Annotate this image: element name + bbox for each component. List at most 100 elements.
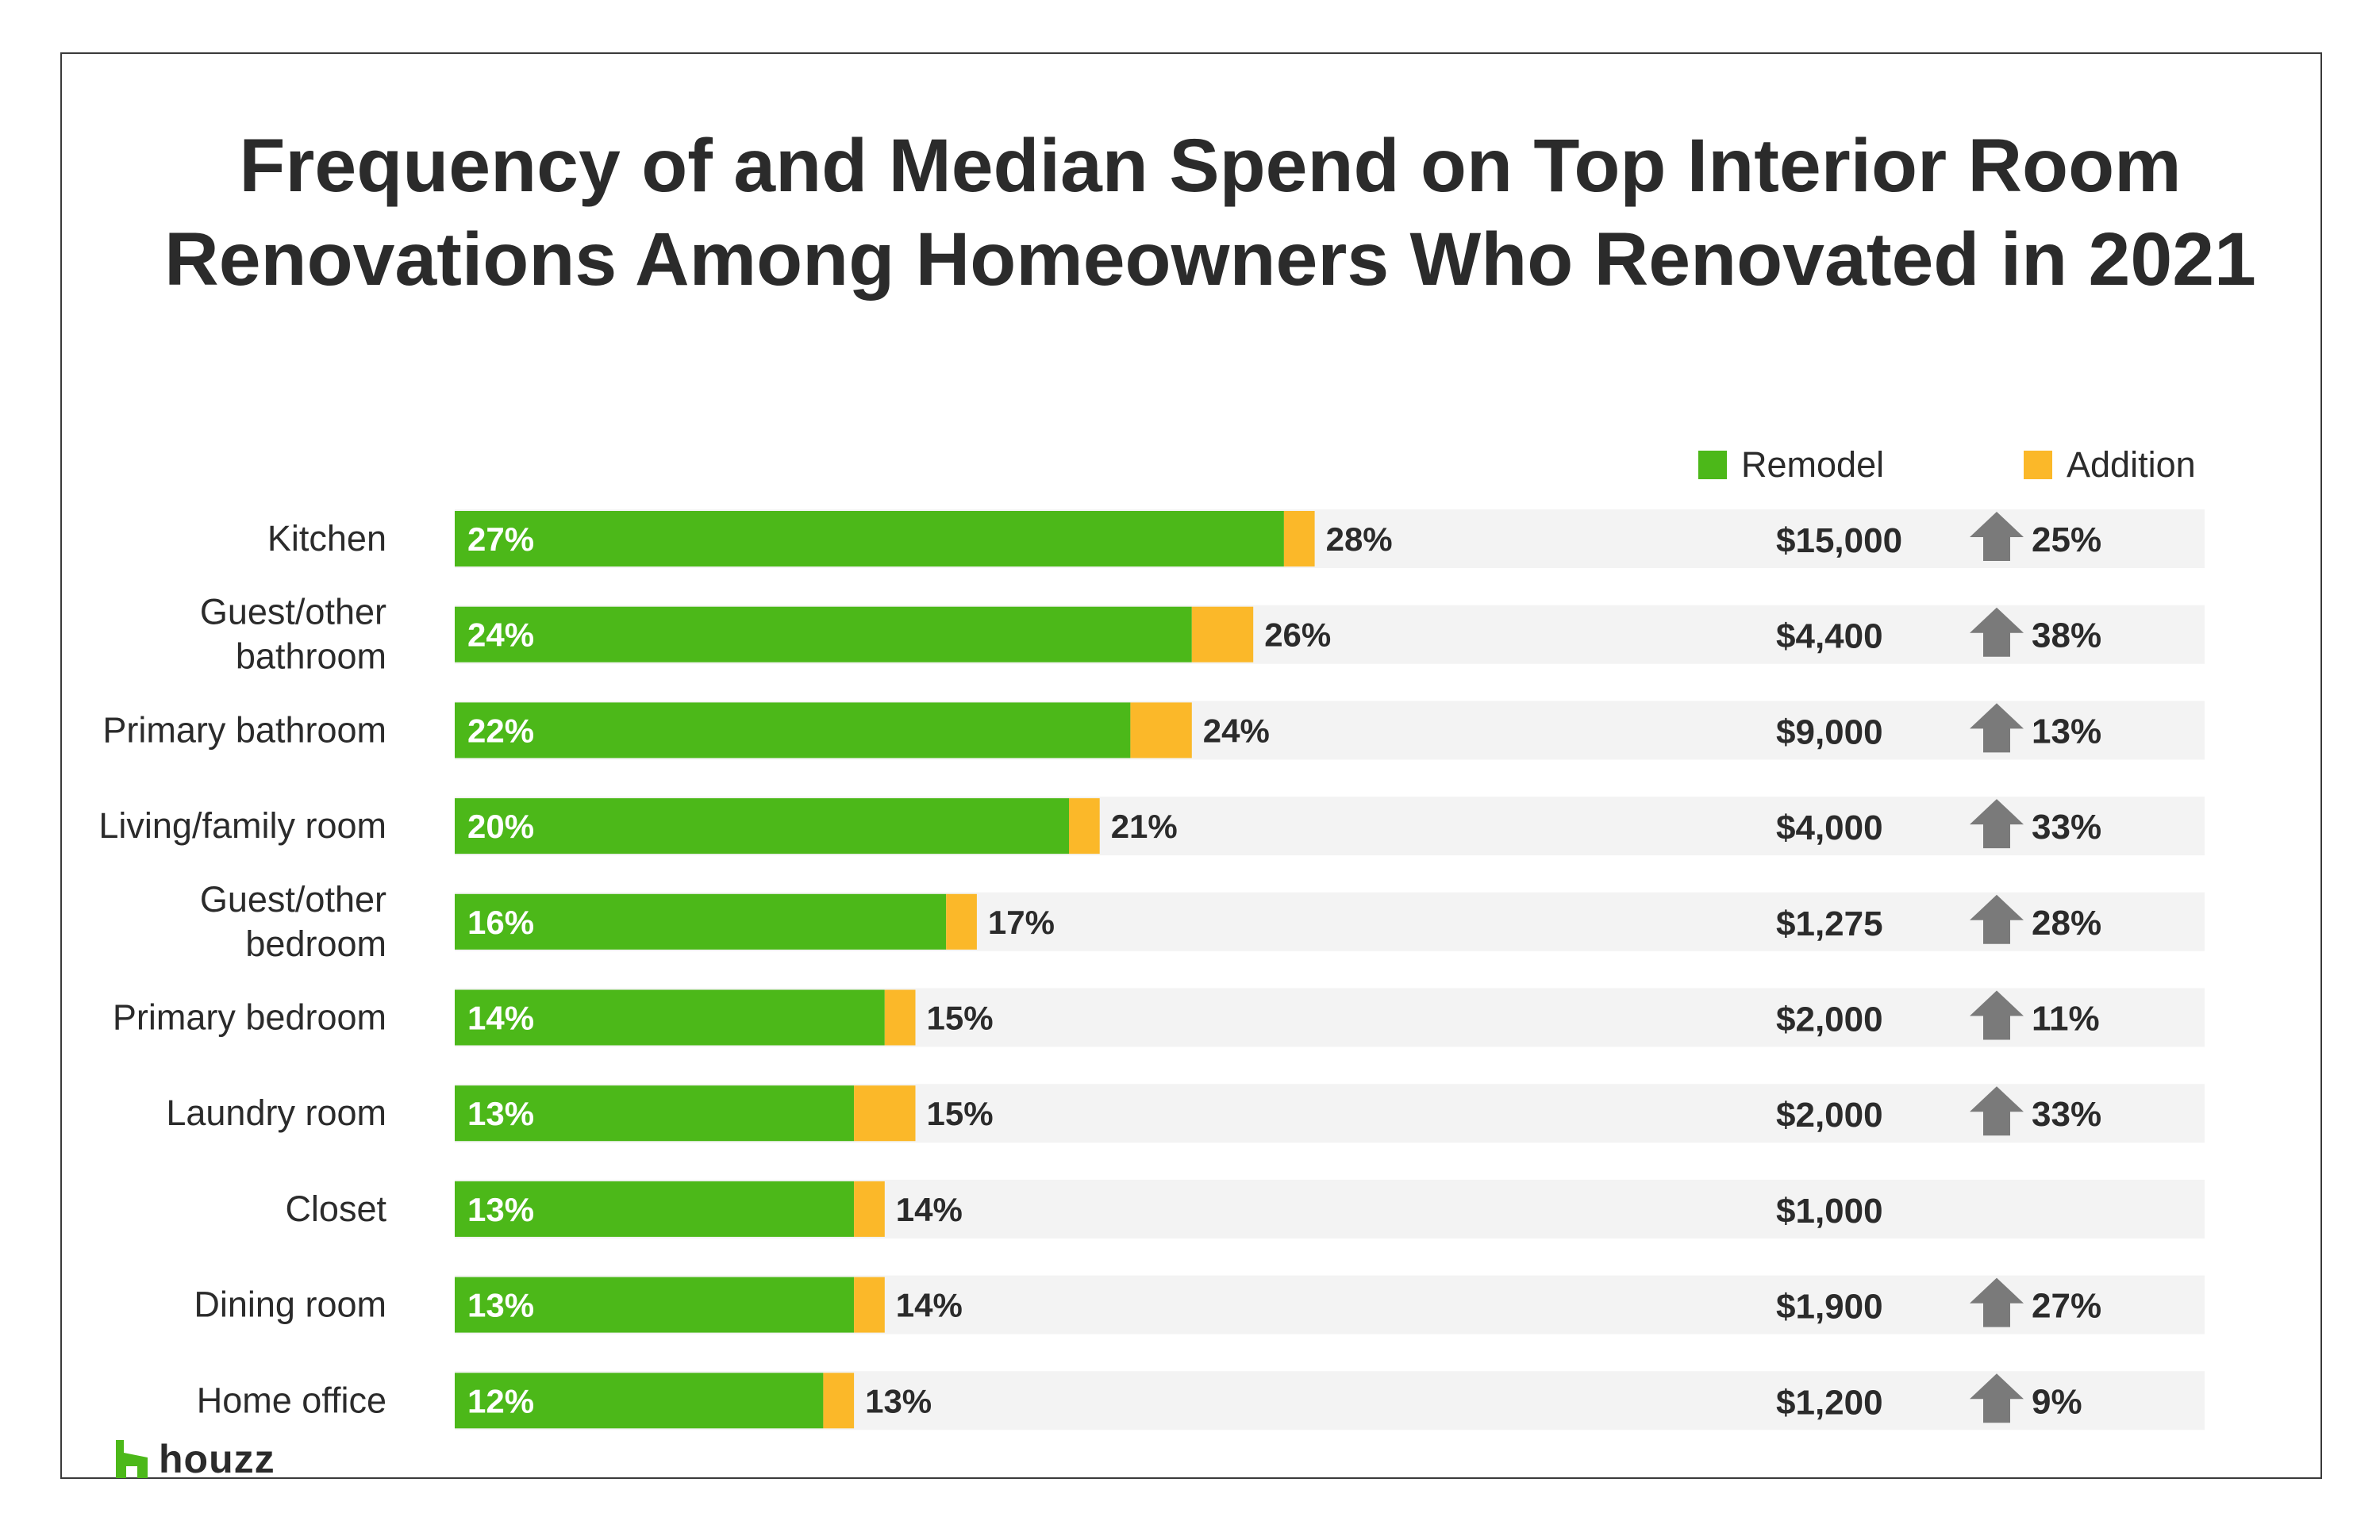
- category-label: Primary bathroom: [102, 709, 386, 750]
- total-value-label: 24%: [1203, 712, 1270, 749]
- legend-swatch-addition: [2024, 451, 2052, 479]
- brand-name: houzz: [159, 1437, 275, 1481]
- legend-label-remodel: Remodel: [1741, 444, 1885, 485]
- up-arrow-icon: [1970, 1086, 2024, 1136]
- median-spend-label: $2,000: [1776, 1096, 1883, 1135]
- bar-addition: [1191, 606, 1254, 662]
- remodel-value-label: 13%: [467, 1287, 534, 1324]
- remodel-value-label: 27%: [467, 520, 534, 558]
- up-arrow-icon: [1970, 1277, 2024, 1327]
- bar-addition: [854, 1277, 885, 1333]
- chart-title-line-2: Renovations Among Homeowners Who Renovat…: [164, 217, 2256, 301]
- bar-remodel: [455, 1373, 824, 1429]
- houzz-logo-icon: [116, 1440, 148, 1478]
- change-value-label: 9%: [2032, 1382, 2082, 1421]
- category-label-line: bathroom: [236, 636, 386, 677]
- change-value-label: 13%: [2032, 712, 2101, 751]
- remodel-value-label: 12%: [467, 1382, 534, 1419]
- bar-remodel: [455, 702, 1131, 758]
- legend-item-addition: Addition: [2024, 444, 2196, 486]
- bar-addition: [946, 893, 977, 950]
- median-spend-label: $1,900: [1776, 1288, 1883, 1327]
- bar-addition: [1130, 702, 1192, 758]
- category-label-line: Laundry room: [166, 1093, 386, 1133]
- median-spend-label: $9,000: [1776, 712, 1883, 751]
- change-value-label: 28%: [2032, 904, 2101, 943]
- bar-remodel: [455, 511, 1284, 566]
- change-value-label: 33%: [2032, 808, 2101, 847]
- total-value-label: 15%: [927, 1000, 994, 1037]
- total-value-label: 14%: [896, 1191, 963, 1228]
- category-label: Closet: [285, 1189, 386, 1229]
- bar-remodel: [455, 1181, 855, 1237]
- legend-label-addition: Addition: [2067, 444, 2196, 485]
- category-label-line: Primary bathroom: [102, 709, 386, 750]
- category-label-line: Living/family room: [98, 805, 386, 846]
- median-spend-label: $4,000: [1776, 808, 1883, 847]
- category-label: Laundry room: [166, 1093, 386, 1133]
- total-value-label: 21%: [1111, 808, 1178, 845]
- change-value-label: 27%: [2032, 1287, 2101, 1326]
- category-label: Home office: [197, 1380, 386, 1420]
- bar-remodel: [455, 1277, 855, 1333]
- category-label: Guest/other bedroom: [200, 879, 386, 964]
- total-value-label: 17%: [988, 904, 1055, 941]
- chart-title: Frequency of and Median Spend on Top Int…: [0, 119, 2380, 306]
- brand-logo: houzz: [116, 1436, 275, 1482]
- category-label-line: Primary bedroom: [113, 997, 386, 1038]
- bar-addition: [884, 989, 916, 1046]
- category-label: Dining room: [194, 1285, 386, 1325]
- remodel-value-label: 24%: [467, 616, 534, 654]
- total-value-label: 14%: [896, 1287, 963, 1324]
- category-label-line: Kitchen: [267, 518, 386, 559]
- total-value-label: 15%: [927, 1095, 994, 1132]
- change-value-label: 38%: [2032, 616, 2101, 655]
- remodel-value-label: 13%: [467, 1191, 534, 1228]
- bar-addition: [854, 1181, 885, 1237]
- median-spend-label: $1,000: [1776, 1192, 1883, 1231]
- change-value-label: 33%: [2032, 1095, 2101, 1134]
- remodel-value-label: 20%: [467, 808, 534, 845]
- category-label: Primary bedroom: [113, 997, 386, 1038]
- median-spend-label: $2,000: [1776, 1000, 1883, 1039]
- median-spend-label: $1,200: [1776, 1383, 1883, 1422]
- remodel-value-label: 13%: [467, 1095, 534, 1132]
- median-spend-label: $1,275: [1776, 904, 1883, 943]
- category-label-line: Closet: [285, 1189, 386, 1229]
- bar-addition: [1069, 798, 1100, 854]
- bar-remodel: [455, 606, 1192, 662]
- bar-addition: [1283, 511, 1315, 566]
- up-arrow-icon: [1970, 703, 2024, 753]
- up-arrow-icon: [1970, 512, 2024, 561]
- category-label: Living/family room: [98, 805, 386, 846]
- bar-remodel: [455, 989, 885, 1046]
- median-spend-label: $4,400: [1776, 617, 1883, 656]
- median-spend-label: $15,000: [1776, 521, 1902, 560]
- up-arrow-icon: [1970, 894, 2024, 944]
- bar-remodel: [455, 893, 947, 950]
- remodel-value-label: 22%: [467, 712, 534, 749]
- remodel-value-label: 14%: [467, 1000, 534, 1037]
- up-arrow-icon: [1970, 607, 2024, 657]
- category-label: Guest/other bathroom: [200, 592, 386, 677]
- legend-item-remodel: Remodel: [1698, 444, 1884, 486]
- total-value-label: 13%: [865, 1382, 932, 1419]
- remodel-value-label: 16%: [467, 904, 534, 941]
- total-value-label: 28%: [1326, 520, 1393, 558]
- up-arrow-icon: [1970, 990, 2024, 1040]
- category-label-line: bedroom: [245, 924, 386, 964]
- change-value-label: 25%: [2032, 520, 2101, 559]
- total-value-label: 26%: [1264, 616, 1331, 654]
- legend-swatch-remodel: [1698, 451, 1727, 479]
- chart-frame: [60, 52, 2322, 1479]
- category-label: Kitchen: [267, 518, 386, 559]
- category-label-line: Dining room: [194, 1285, 386, 1325]
- category-label-line: Guest/other: [200, 592, 386, 632]
- bar-addition: [823, 1373, 855, 1429]
- bar-remodel: [455, 1085, 855, 1142]
- bar-addition: [854, 1085, 916, 1142]
- category-label-line: Guest/other: [200, 879, 386, 920]
- chart-title-line-1: Frequency of and Median Spend on Top Int…: [239, 124, 2182, 208]
- up-arrow-icon: [1970, 799, 2024, 849]
